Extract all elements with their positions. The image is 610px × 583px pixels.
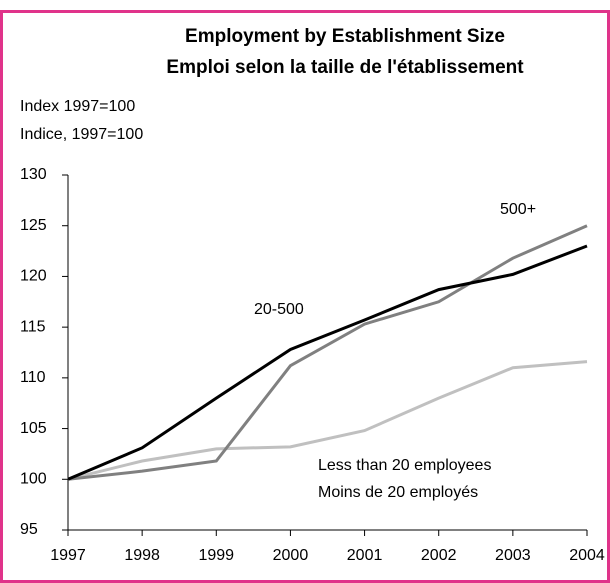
y-tick-label: 95 (20, 521, 38, 538)
y-axis-label: Indice, 1997=100 (20, 126, 143, 143)
x-tick-label: 1998 (124, 547, 160, 564)
y-tick-label: 105 (20, 420, 47, 437)
chart-title: Emploi selon la taille de l'établissemen… (166, 57, 524, 78)
series-label: Less than 20 employees (318, 457, 491, 474)
x-tick-label: 2002 (421, 547, 457, 564)
series-label: 20-500 (254, 301, 304, 318)
y-axis-label: Index 1997=100 (20, 98, 135, 115)
y-tick-label: 130 (20, 166, 47, 183)
series-line (67, 244, 588, 481)
x-tick-label: 1997 (50, 547, 86, 564)
y-tick-label: 120 (20, 268, 47, 285)
series-label: 500+ (500, 201, 536, 218)
x-tick-label: 2001 (347, 547, 383, 564)
y-tick-label: 110 (20, 369, 46, 386)
series-label: Moins de 20 employés (318, 484, 478, 501)
series-line (67, 360, 588, 481)
chart-title: Employment by Establishment Size (185, 26, 505, 47)
y-tick-label: 115 (20, 318, 46, 335)
x-tick-label: 1999 (198, 547, 234, 564)
x-tick-label: 2004 (569, 547, 605, 564)
frame (0, 10, 610, 583)
y-tick-label: 125 (20, 217, 47, 234)
x-tick-label: 2000 (273, 547, 309, 564)
y-tick-label: 100 (20, 471, 47, 488)
series-line (67, 224, 588, 481)
x-tick-label: 2003 (495, 547, 531, 564)
